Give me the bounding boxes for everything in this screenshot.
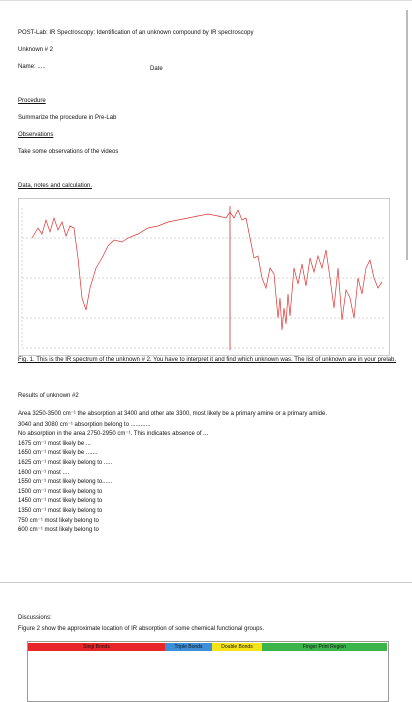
figure-caption: Fig. 1. This is the IR spectrum of the u… [18,357,396,363]
discussions-text: Figure 2 show the approximate location o… [18,626,265,632]
result-line: 1550 cm⁻¹ most likely belong to...... [18,479,113,486]
result-line: 3040 and 3080 cm⁻¹ absorption belong to … [18,421,151,428]
name-field: Name: ..... [18,64,46,70]
result-line: 1675 cm⁻¹ most likely be ... [18,440,91,447]
region-label: Singl Bonds [28,643,165,651]
heading: Observations [18,132,54,138]
result-line: 600 cm⁻¹ most likely belong to [18,527,99,534]
result-line: Area 3250-3500 cm⁻¹ the absorption at 34… [18,411,327,417]
result-line: 1650 cm⁻¹ most likely be ....... [18,450,98,457]
region-label: Double Bonds [212,643,262,651]
region-label: Finger Print Region [262,643,387,651]
text: Summarize the procedure in Pre-Lab [18,115,117,121]
date-field: Date [150,66,163,72]
result-line: 1350 cm⁻¹ most likely belong to [18,508,103,514]
page-break [0,582,412,583]
result-line: 1600 cm⁻¹ most .... [18,469,70,476]
scrollbar [406,10,408,260]
result-line: 1625 cm⁻¹ most likely belong to ..... [18,460,113,466]
result-line: No absorption in the area 2750-2950 cm⁻¹… [18,431,209,438]
unknown: Unknown # 2 [18,47,54,53]
discussions-heading: Discussions: [18,615,52,621]
page-edge [0,0,412,1]
title: POST-Lab: IR Spectroscopy: Identificatio… [18,30,254,36]
results-heading: Results of unknown #2 [18,393,79,399]
result-line: 1500 cm⁻¹ most likely belong to [18,488,103,495]
heading: Data, notes and calculation. [18,183,93,189]
spectrum-image [18,198,390,356]
heading: Procedure [18,98,46,104]
text: Take some observations of the videos [18,149,119,155]
result-line: 1450 cm⁻¹ most likely belong to [18,498,103,505]
result-line: 750 cm⁻¹ most likely belong to [18,517,99,524]
region-label: Triple Bonds [165,643,212,651]
